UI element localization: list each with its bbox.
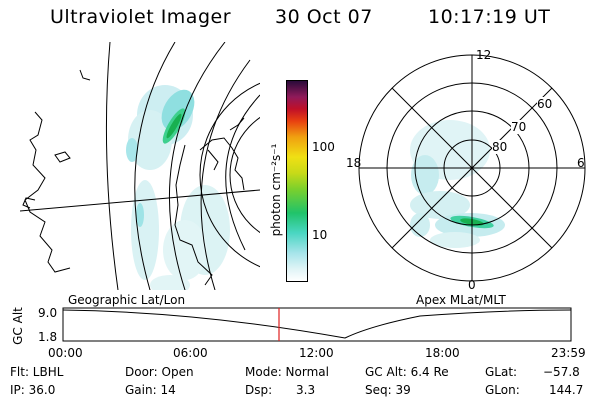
instrument-title: Ultraviolet Imager <box>50 6 232 28</box>
dsp-label: Dsp: <box>245 383 273 397</box>
door-info: Door: Open <box>125 365 194 379</box>
mode-info: Mode: Normal <box>245 365 329 379</box>
time-tick-0000: 00:00 <box>48 346 83 360</box>
polar-plot-label: Apex MLat/MLT <box>416 293 506 307</box>
altitude-tick-high: 9.0 <box>38 306 58 320</box>
lat-label-60: 60 <box>537 97 553 111</box>
colorbar-tick-10: 10 <box>312 228 328 242</box>
time-tick-1200: 12:00 <box>299 346 334 360</box>
colorbar-tick-100: 100 <box>312 140 335 154</box>
time-tick-0600: 06:00 <box>173 346 208 360</box>
ip-info: IP: 36.0 <box>10 383 56 397</box>
observation-date: 30 Oct 07 <box>275 6 373 28</box>
colorbar <box>286 80 308 282</box>
mlt-label-12: 12 <box>476 48 492 62</box>
glon-value: 144.7 <box>549 383 584 397</box>
mlt-label-6: 6 <box>577 156 585 170</box>
polar-diagonal-2 <box>391 87 553 249</box>
geo-graticule <box>20 42 260 290</box>
seq-info: Seq: 39 <box>365 383 411 397</box>
geo-plot-label: Geographic Lat/Lon <box>68 293 186 307</box>
gain-info: Gain: 14 <box>125 383 176 397</box>
gc-alt-info: GC Alt: 6.4 Re <box>365 365 449 379</box>
glat-value: −57.8 <box>543 365 580 379</box>
lat-label-70: 70 <box>511 120 527 134</box>
observation-time: 10:17:19 UT <box>428 6 551 28</box>
mlt-label-18: 18 <box>346 156 362 170</box>
geo-aurora-emission <box>126 85 230 290</box>
time-tick-2359: 23:59 <box>551 346 586 360</box>
altitude-tick-low: 1.8 <box>38 330 58 344</box>
altitude-frame <box>62 307 572 342</box>
mlt-label-0: 0 <box>468 278 476 292</box>
lat-label-80: 80 <box>492 140 508 154</box>
filter-info: Flt: LBHL <box>10 365 64 379</box>
glon-label: GLon: <box>485 383 520 397</box>
coastlines <box>22 69 245 286</box>
dsp-value: 3.3 <box>296 383 316 397</box>
altitude-curve <box>62 309 572 339</box>
glat-label: GLat: <box>485 365 518 379</box>
time-tick-1800: 18:00 <box>425 346 460 360</box>
